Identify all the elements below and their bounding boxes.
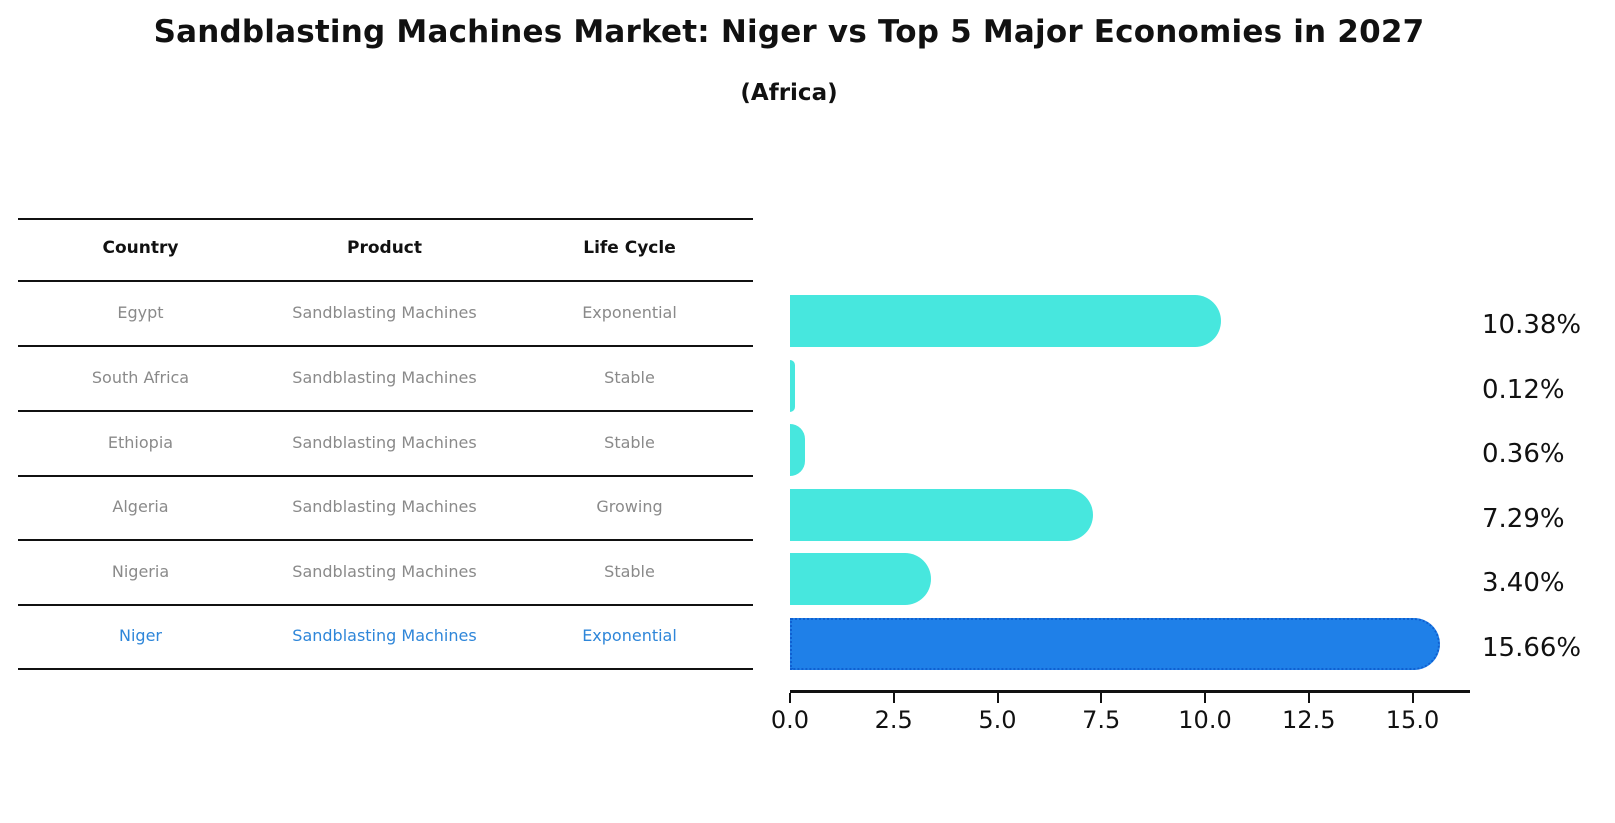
table-row: Ethiopia Sandblasting Machines Stable — [18, 428, 753, 458]
bar-algeria — [790, 488, 1093, 541]
cell-product: Sandblasting Machines — [292, 497, 477, 517]
cell-product: Sandblasting Machines — [292, 368, 477, 387]
table-row: Algeria Sandblasting Machines Growing — [18, 492, 753, 522]
value-label: 10.38% — [1482, 310, 1582, 340]
x-tick-label: 15.0 — [1385, 706, 1440, 734]
table-rule — [18, 409, 753, 412]
table-rule-top — [18, 218, 753, 220]
x-tick-mark — [892, 693, 895, 703]
cell-country: Nigeria — [111, 561, 170, 581]
x-tick-mark — [1411, 693, 1414, 703]
bar-egypt — [790, 295, 1221, 347]
bar-ethiopia — [790, 424, 805, 477]
table-row: South Africa Sandblasting Machines Stable — [18, 363, 753, 393]
cell-country: South Africa — [91, 368, 190, 387]
table-rule — [18, 603, 753, 606]
table-rule-header — [18, 280, 753, 282]
x-tick-mark — [996, 693, 999, 703]
table-row: Egypt Sandblasting Machines Exponential — [18, 298, 753, 328]
cell-country: Ethiopia — [107, 432, 174, 452]
chart-subtitle: (Africa) — [740, 80, 838, 106]
cell-life-cycle: Stable — [604, 561, 655, 581]
cell-country: Niger — [119, 626, 162, 646]
cell-life-cycle: Stable — [604, 432, 655, 452]
table-row: Nigeria Sandblasting Machines Stable — [18, 557, 753, 587]
cell-life-cycle: Exponential — [582, 626, 677, 646]
cell-product: Sandblasting Machines — [292, 626, 477, 646]
cell-life-cycle: Stable — [604, 368, 655, 387]
value-label: 7.29% — [1482, 503, 1565, 534]
cell-product: Sandblasting Machines — [292, 561, 477, 581]
table-header-country: Country — [102, 238, 179, 258]
cell-country: Egypt — [117, 303, 164, 323]
value-label: 0.12% — [1482, 374, 1565, 405]
x-tick-mark — [1100, 693, 1103, 703]
table-header-row: Country Product Life Cycle — [18, 233, 753, 263]
x-tick-mark — [1307, 693, 1310, 703]
value-label: 15.66% — [1482, 633, 1582, 663]
x-tick-label: 7.5 — [1082, 706, 1121, 734]
x-tick-mark — [789, 693, 791, 703]
table-header-life-cycle: Life Cycle — [583, 238, 676, 258]
x-tick-label: 0.0 — [770, 706, 810, 734]
table-rule — [18, 474, 753, 477]
bar-nigeria — [790, 553, 932, 606]
x-tick-label: 12.5 — [1282, 706, 1336, 734]
table-rule — [18, 668, 753, 671]
bar-south-africa — [790, 359, 795, 412]
cell-product: Sandblasting Machines — [292, 432, 477, 452]
x-tick-label: 10.0 — [1178, 706, 1232, 734]
cell-product: Sandblasting Machines — [292, 303, 477, 323]
x-tick-label: 2.5 — [874, 706, 913, 734]
table-row: Niger Sandblasting Machines Exponential — [18, 621, 753, 651]
x-tick-mark — [1204, 693, 1206, 703]
value-label: 3.40% — [1482, 568, 1565, 599]
table-rule — [18, 539, 753, 542]
value-label: 0.36% — [1482, 439, 1565, 470]
x-axis-line — [790, 690, 1470, 693]
cell-life-cycle: Exponential — [582, 303, 677, 323]
table-header-product: Product — [347, 238, 422, 258]
bar-niger — [790, 618, 1440, 670]
cell-life-cycle: Growing — [596, 497, 663, 517]
page-title: Sandblasting Machines Market: Niger vs T… — [153, 14, 1425, 50]
x-tick-label: 5.0 — [978, 706, 1017, 734]
table-rule — [18, 345, 753, 348]
cell-country: Algeria — [112, 497, 169, 517]
